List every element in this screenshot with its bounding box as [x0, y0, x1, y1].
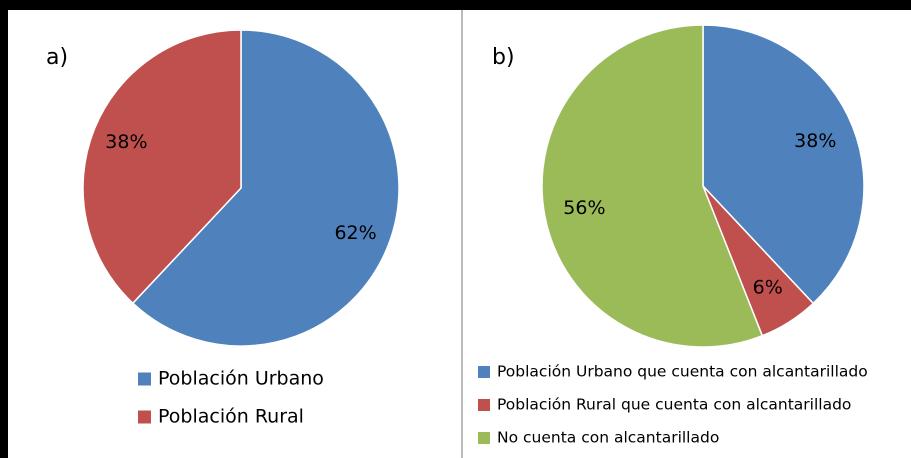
data-label: 62% — [334, 222, 376, 244]
legend-swatch — [138, 410, 151, 424]
data-label: 56% — [563, 197, 605, 219]
legend-label: Población Rural que cuenta con alcantari… — [497, 396, 851, 414]
data-label: 38% — [794, 130, 836, 152]
left-border — [0, 0, 8, 458]
data-label: 6% — [753, 276, 783, 298]
pie-slice — [82, 29, 242, 305]
panel-title: b) — [492, 45, 515, 70]
legend-label: Población Urbano — [158, 368, 324, 390]
legend-label: Población Rural — [158, 406, 304, 428]
legend-label: Población Urbano que cuenta con alcantar… — [497, 363, 868, 381]
data-label: 38% — [105, 131, 147, 153]
legend-swatch — [478, 432, 490, 444]
pie-slice — [541, 24, 764, 348]
pie-slice — [131, 29, 400, 347]
legend-swatch — [478, 366, 490, 378]
legend-swatch — [138, 372, 151, 386]
top-border — [0, 0, 911, 10]
legend-swatch — [478, 399, 490, 411]
panel-title: a) — [46, 45, 68, 70]
legend-label: No cuenta con alcantarillado — [497, 429, 719, 447]
pie-slice — [702, 24, 865, 305]
